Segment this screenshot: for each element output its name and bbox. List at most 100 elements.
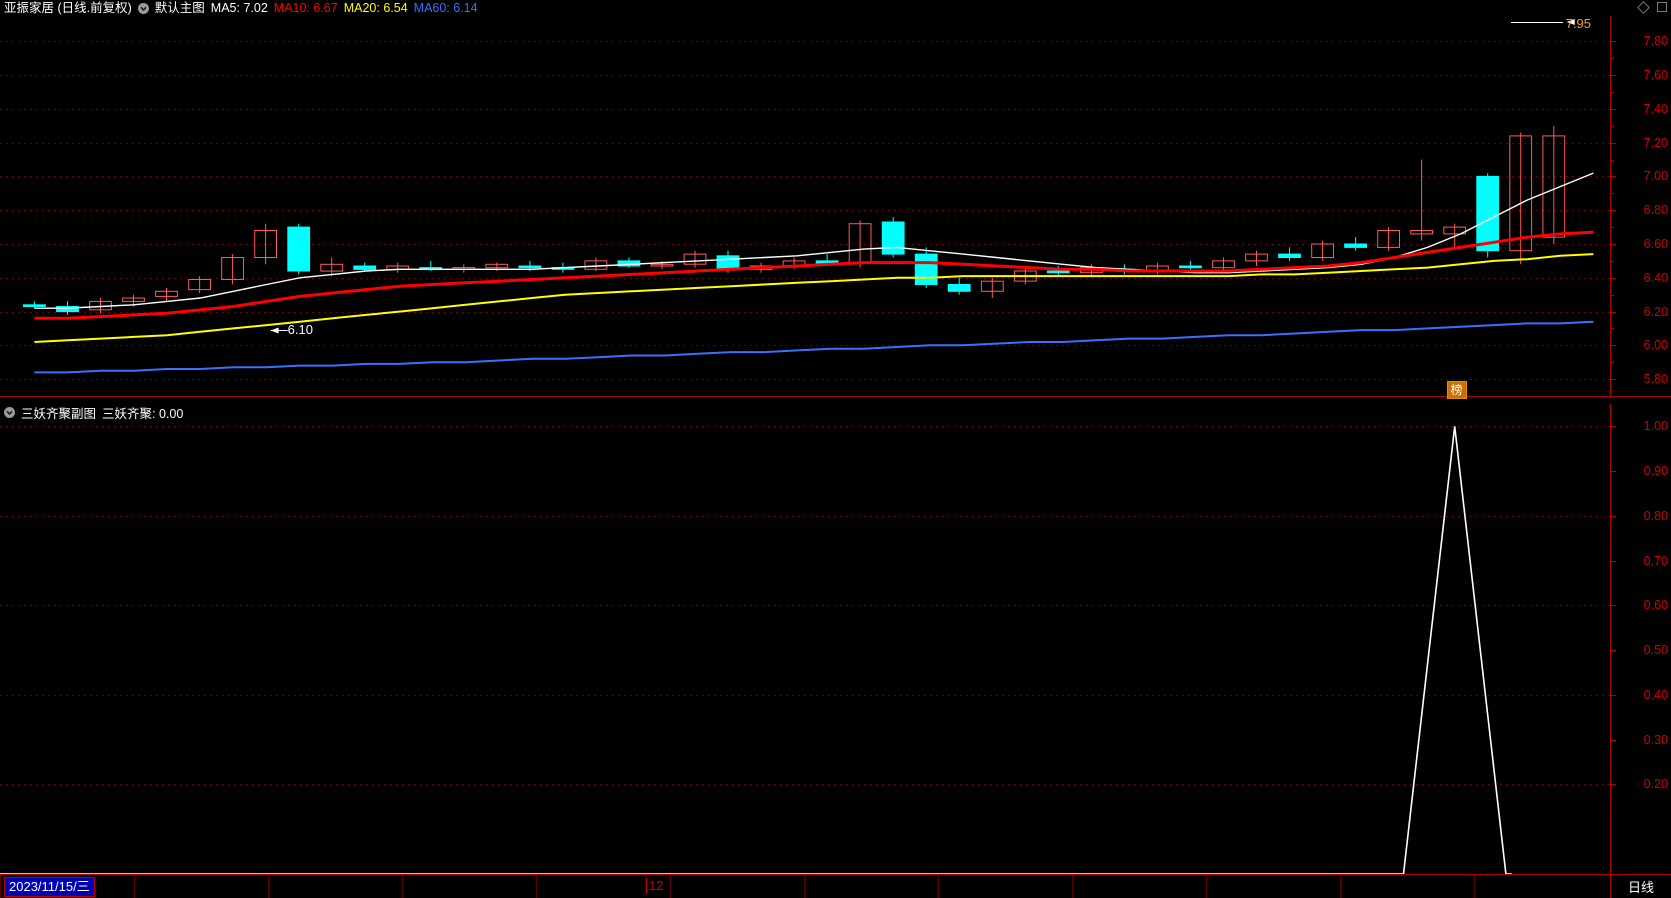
status-separator [134, 875, 135, 898]
indicator-title[interactable]: 三妖齐聚副图 [21, 407, 97, 421]
ma10-value: MA10: 6.67 [273, 1, 338, 15]
gridline [0, 605, 1610, 607]
axis-tick-label: 0.70 [1643, 553, 1668, 568]
axis-minor-tick [1611, 125, 1614, 127]
axis-tick-label: 7.60 [1643, 68, 1668, 83]
gridline [0, 515, 1610, 517]
status-separator [1340, 875, 1341, 898]
price-chart-pane[interactable]: 7.95 6.10 [0, 16, 1610, 396]
axis-tick-mark [1611, 210, 1616, 212]
status-separator [1206, 875, 1207, 898]
axis-tick-mark [1611, 650, 1616, 652]
indicator-axis[interactable]: 1.00 0.90 0.80 0.70 0.60 0.50 0.40 0.30 0.20 [1610, 404, 1671, 874]
price-chart-canvas [23, 19, 1594, 374]
month-marker-label: 12 [646, 878, 663, 893]
axis-tick-mark [1611, 345, 1616, 347]
indicator-value: 三妖齐聚: 0.00 [102, 407, 184, 421]
axis-tick-mark [1611, 108, 1616, 110]
indicator-info-bar: 三妖齐聚副图 三妖齐聚: 0.00 [0, 404, 183, 421]
axis-tick-mark [1611, 560, 1616, 562]
axis-tick-mark [1611, 784, 1616, 786]
axis-minor-tick [1611, 58, 1614, 60]
chevron-down-circle-icon[interactable] [137, 2, 149, 14]
status-separator [268, 875, 269, 898]
status-separator [1474, 875, 1475, 898]
axis-tick-mark [1611, 244, 1616, 245]
gridline [0, 311, 1610, 313]
axis-tick-mark [1611, 142, 1616, 144]
axis-minor-tick [1611, 92, 1614, 93]
axis-tick-label: 0.50 [1643, 643, 1668, 658]
axis-tick-mark [1611, 471, 1616, 473]
gridline [0, 694, 1610, 696]
gridline [0, 41, 1610, 43]
gridline [0, 426, 1610, 428]
gridline [0, 210, 1610, 212]
window-controls [1637, 0, 1667, 14]
stock-name-label[interactable]: 亚振家居 (日线.前复权) [4, 1, 132, 15]
axis-tick-mark [1611, 176, 1616, 178]
axis-tick-label: 0.20 [1643, 777, 1668, 792]
axis-tick-label: 0.40 [1643, 687, 1668, 702]
axis-tick-mark [1611, 694, 1616, 696]
gridline [0, 244, 1610, 245]
chevron-down-circle-icon[interactable] [4, 407, 15, 418]
axis-minor-tick [1611, 159, 1614, 161]
gridline [0, 345, 1610, 347]
status-separator [938, 875, 939, 898]
status-separator [0, 875, 1, 898]
chart-template-label[interactable]: 默认主图 [154, 1, 205, 15]
axis-tick-mark [1611, 515, 1616, 517]
gridline [0, 75, 1610, 77]
axis-tick-label: 1.00 [1643, 419, 1668, 434]
axis-minor-tick [1611, 362, 1614, 364]
price-axis[interactable]: 7.80 7.60 7.40 7.20 7.00 6.80 6.60 6.40 6.20 6.00… [1610, 16, 1671, 396]
axis-tick-mark [1611, 75, 1616, 77]
status-separator [670, 875, 671, 898]
axis-tick-label: 0.90 [1643, 464, 1668, 479]
axis-minor-tick [1611, 227, 1614, 229]
status-separator [402, 875, 403, 898]
pane-divider [0, 396, 1671, 397]
axis-tick-label: 6.00 [1643, 338, 1668, 353]
indicator-chart-pane[interactable] [0, 404, 1610, 874]
axis-tick-label: 7.80 [1643, 34, 1668, 49]
gridline [0, 784, 1610, 786]
gridline [0, 176, 1610, 178]
axis-tick-label: 7.40 [1643, 101, 1668, 116]
axis-tick-label: 0.80 [1643, 508, 1668, 523]
status-separator [1072, 875, 1073, 898]
ma5-value: MA5: 7.02 [210, 1, 268, 15]
axis-tick-label: 0.60 [1643, 598, 1668, 613]
axis-tick-label: 6.60 [1643, 237, 1668, 251]
period-label[interactable]: 日线 [1610, 875, 1671, 898]
gridline [0, 142, 1610, 144]
indicator-chart-canvas [0, 426, 1512, 874]
square-icon[interactable] [1657, 2, 1667, 12]
axis-tick-mark [1611, 277, 1616, 279]
axis-minor-tick [1611, 294, 1614, 296]
axis-minor-tick [1611, 328, 1614, 330]
axis-minor-tick [1611, 193, 1614, 195]
axis-tick-mark [1611, 426, 1616, 428]
diamond-icon[interactable] [1637, 0, 1650, 14]
axis-tick-mark [1611, 379, 1616, 381]
status-separators [0, 875, 1610, 898]
axis-tick-label: 6.20 [1643, 304, 1668, 319]
axis-tick-mark [1611, 605, 1616, 607]
ma60-value: MA60: 6.14 [413, 1, 478, 15]
gridline [0, 379, 1610, 381]
axis-tick-mark [1611, 41, 1616, 43]
chart-info-bar: 亚振家居 (日线.前复权) 默认主图 MA5: 7.02 MA10: 6.67 … [0, 0, 1671, 16]
axis-minor-tick [1611, 260, 1614, 262]
rank-marker-badge[interactable]: 榜 [1446, 381, 1467, 399]
selected-date-label[interactable]: 2023/11/15/三 [4, 876, 95, 897]
status-bar: 2023/11/15/三 12 日线 [0, 874, 1671, 898]
axis-tick-label: 6.80 [1643, 203, 1668, 218]
axis-tick-mark [1611, 739, 1616, 741]
axis-tick-label: 0.30 [1643, 732, 1668, 747]
status-separator [536, 875, 537, 898]
gridline [0, 277, 1610, 279]
axis-tick-label: 5.80 [1643, 372, 1668, 387]
